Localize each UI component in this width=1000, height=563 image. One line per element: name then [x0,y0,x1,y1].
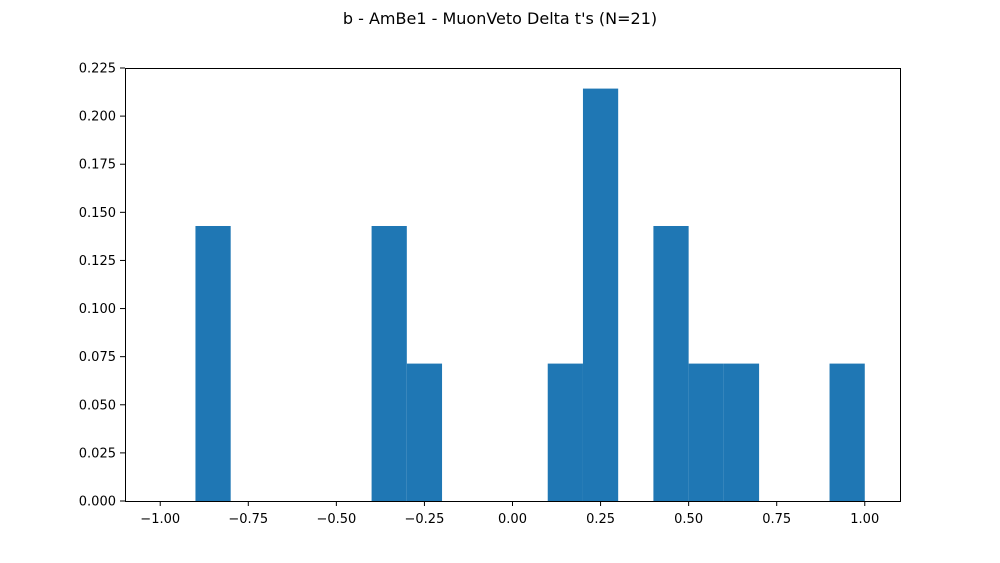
x-axis-ticks: −1.00 −0.75 −0.50 −0.25 0.00 0.25 0.50 0.75 1.00 [140,501,879,527]
bars-group [195,88,865,501]
x-tick-label: 0.25 [586,512,615,527]
x-tick-label: 0.75 [762,512,791,527]
y-tick-label: 0.175 [79,158,116,173]
histogram-bar-6 [688,363,724,501]
x-tick-label: 0.00 [498,512,527,527]
x-tick-label: −0.50 [316,512,356,527]
histogram-bar-1 [371,225,407,501]
plot-frame [125,68,901,502]
y-tick-label: 0.075 [79,350,116,365]
y-tick-label: 0.225 [79,62,116,77]
y-tick-label: 0.025 [79,446,116,461]
y-tick-label: 0.125 [79,254,116,269]
histogram-bar-5 [653,225,689,501]
y-tick-label: 0.000 [79,495,116,510]
y-axis-ticks: 0.000 0.025 0.050 0.075 0.100 0.125 0.150 0.175… [79,62,125,510]
histogram-bar-0 [195,225,231,501]
histogram-bar-4 [582,88,619,501]
x-tick-label: 0.50 [674,512,703,527]
x-tick-label: −1.00 [140,512,180,527]
y-tick-label: 0.100 [79,302,116,317]
y-tick-label: 0.200 [79,110,116,125]
x-tick-label: 1.00 [850,512,879,527]
y-tick-label: 0.050 [79,398,116,413]
chart-title: b - AmBe1 - MuonVeto Delta t's (N=21) [343,9,657,28]
histogram-bar-2 [406,363,443,501]
histogram-bar-7 [723,363,760,501]
x-tick-label: −0.75 [228,512,268,527]
histogram-bar-3 [547,363,583,501]
x-tick-label: −0.25 [405,512,445,527]
histogram-bar-8 [829,363,865,501]
y-tick-label: 0.150 [79,206,116,221]
